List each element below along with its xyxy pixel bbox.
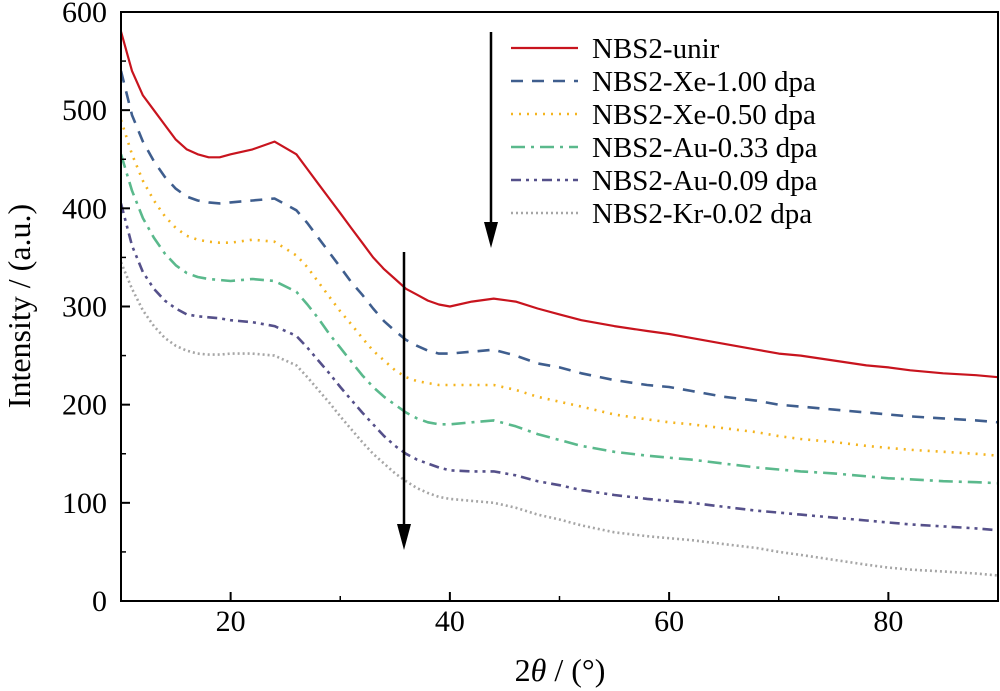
y-tick-label: 0: [92, 585, 107, 618]
series-line-5: [121, 203, 998, 532]
x-axis: 20 40 60 80: [216, 592, 903, 638]
legend-label-5: NBS2-Au-0.09 dpa: [592, 165, 818, 197]
y-tick-label: 100: [62, 487, 107, 520]
y-tick-label: 600: [62, 0, 107, 29]
x-tick-label: 20: [216, 605, 246, 638]
legend-label-6: NBS2-Kr-0.02 dpa: [592, 198, 812, 230]
x-tick-label: 60: [654, 605, 684, 638]
y-tick-label: 400: [62, 192, 107, 225]
y-tick-label: 300: [62, 291, 107, 324]
y-axis-title: Intensity / (a.u.): [1, 204, 37, 408]
legend-label-2: NBS2-Xe-1.00 dpa: [592, 66, 816, 98]
y-tick-label: 200: [62, 389, 107, 422]
series-line-4: [121, 153, 998, 485]
trend-arrow-upper: [484, 32, 498, 248]
series-line-6: [121, 261, 998, 577]
legend-label-4: NBS2-Au-0.33 dpa: [592, 132, 818, 164]
legend-label-3: NBS2-Xe-0.50 dpa: [592, 99, 816, 131]
series-line-2: [121, 70, 998, 424]
series-line-3: [121, 119, 998, 457]
x-tick-label: 80: [873, 605, 903, 638]
legend-label-1: NBS2-unir: [592, 33, 720, 65]
x-tick-label: 40: [435, 605, 465, 638]
trend-arrow-lower: [397, 252, 411, 550]
y-tick-label: 500: [62, 94, 107, 127]
y-axis: 0 100 200 300 400 500 600: [62, 0, 130, 618]
x-axis-title: 2θ / (°): [515, 652, 606, 688]
series-line-1: [121, 31, 998, 379]
series-layer: [121, 31, 998, 577]
plot-frame: [120, 11, 999, 602]
